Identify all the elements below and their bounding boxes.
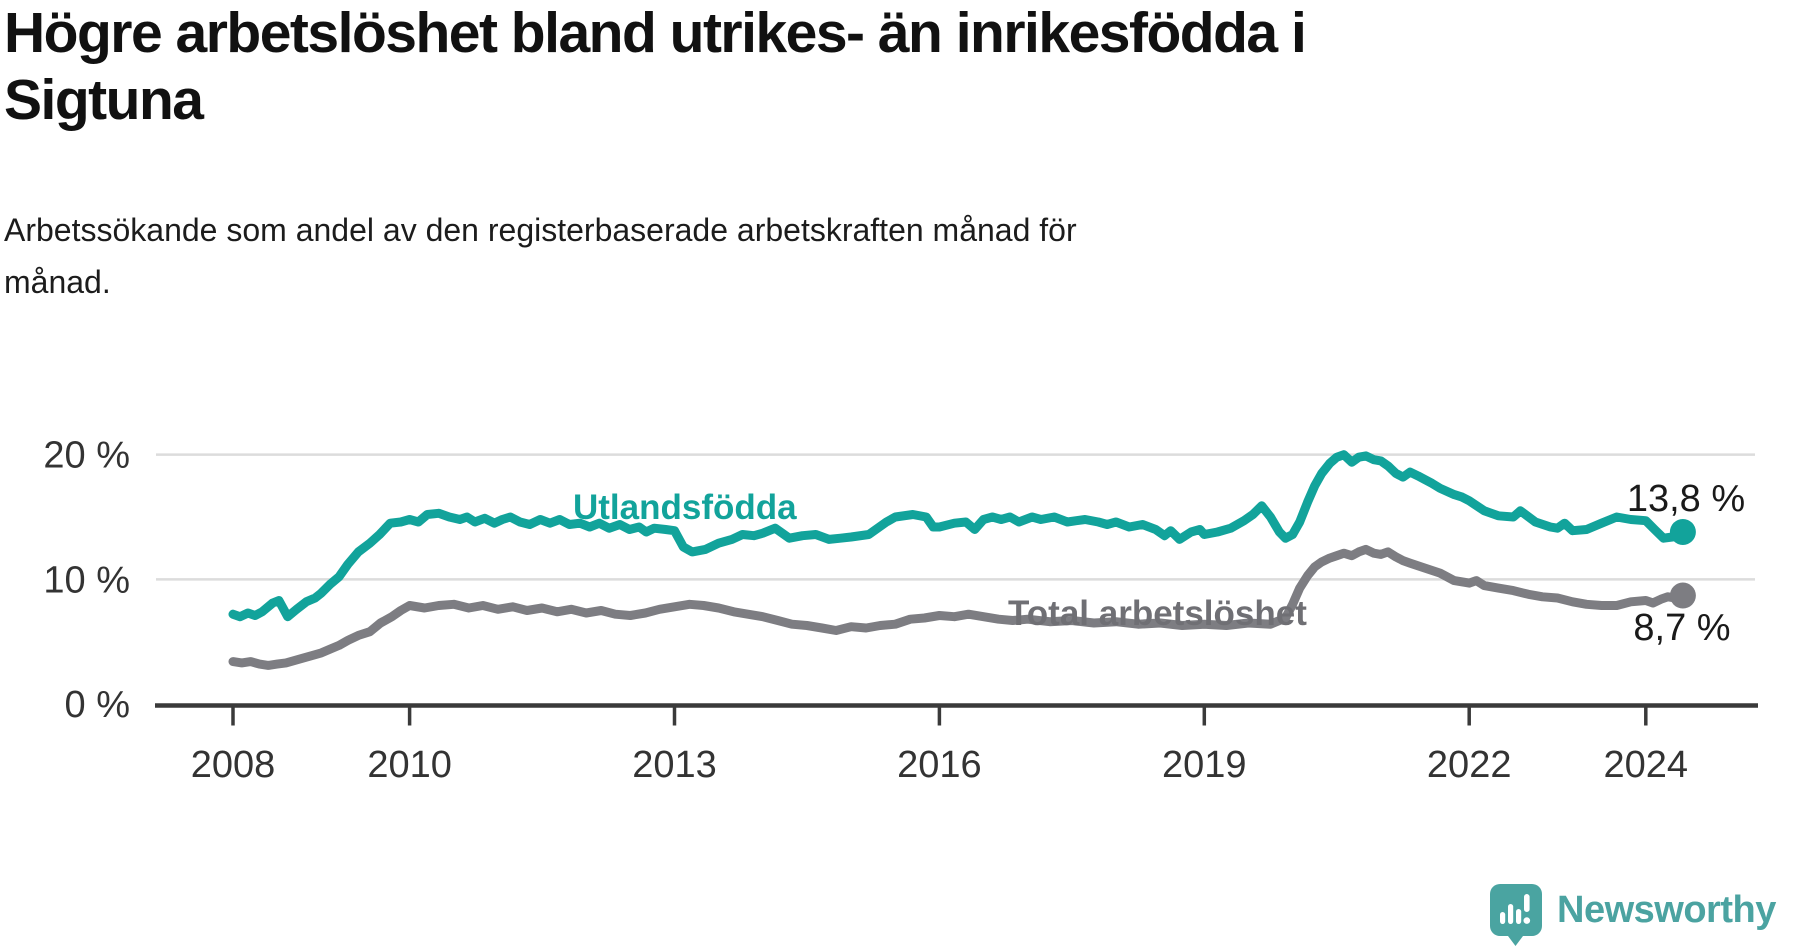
y-axis-label-20: 20 % xyxy=(43,435,130,477)
newsworthy-logo: Newsworthy xyxy=(1490,884,1776,947)
page-title-line2: Sigtuna xyxy=(4,68,204,132)
gridlines-layer xyxy=(156,453,1755,581)
x-axis-label-2024: 2024 xyxy=(1604,744,1689,786)
logo-exclamation-bar xyxy=(1524,894,1530,912)
x-axis-label-2008: 2008 xyxy=(191,744,276,786)
x-axis-label-2016: 2016 xyxy=(897,744,982,786)
y-axis-label-0: 0 % xyxy=(65,684,130,726)
chart-subtitle-line1: Arbetssökande som andel av den registerb… xyxy=(4,212,1077,248)
series-line-0 xyxy=(228,450,1688,622)
x-axis-label-2013: 2013 xyxy=(632,744,717,786)
axis-layer: 0 % 10 % 20 % 2008 2010 2013 2016 2019 2022 2024 xyxy=(43,435,1758,786)
end-value-label-utlandsfodda: 13,8 % xyxy=(1627,478,1745,520)
page-title: Högre arbetslöshet bland utrikes- än inr… xyxy=(4,0,1307,134)
x-axis-label-2022: 2022 xyxy=(1427,744,1512,786)
newsworthy-logo-text: Newsworthy xyxy=(1557,889,1776,931)
logo-bar-2 xyxy=(1508,904,1514,924)
chart-subtitle: Arbetssökande som andel av den registerb… xyxy=(4,204,1077,308)
x-axis-label-2010: 2010 xyxy=(367,744,452,786)
series-label-utlandsfodda: Utlandsfödda xyxy=(573,488,797,527)
end-value-label-total: 8,7 % xyxy=(1633,607,1730,649)
series-label-total-arbetsloshet: Total arbetslöshet xyxy=(1008,594,1307,633)
x-axis-label-2019: 2019 xyxy=(1162,744,1247,786)
series-end-dot-1 xyxy=(1669,582,1696,609)
chart-subtitle-line2: månad. xyxy=(4,264,111,300)
page-title-line1: Högre arbetslöshet bland utrikes- än inr… xyxy=(4,1,1307,65)
series-line-1 xyxy=(228,544,1688,670)
logo-bar-3 xyxy=(1516,909,1522,924)
series-layer xyxy=(228,450,1696,670)
logo-bar-1 xyxy=(1500,912,1506,924)
y-axis-label-10: 10 % xyxy=(43,559,130,601)
logo-exclamation-dot xyxy=(1523,917,1531,924)
newsworthy-icon xyxy=(1490,884,1542,946)
series-end-dot-0 xyxy=(1669,518,1696,545)
